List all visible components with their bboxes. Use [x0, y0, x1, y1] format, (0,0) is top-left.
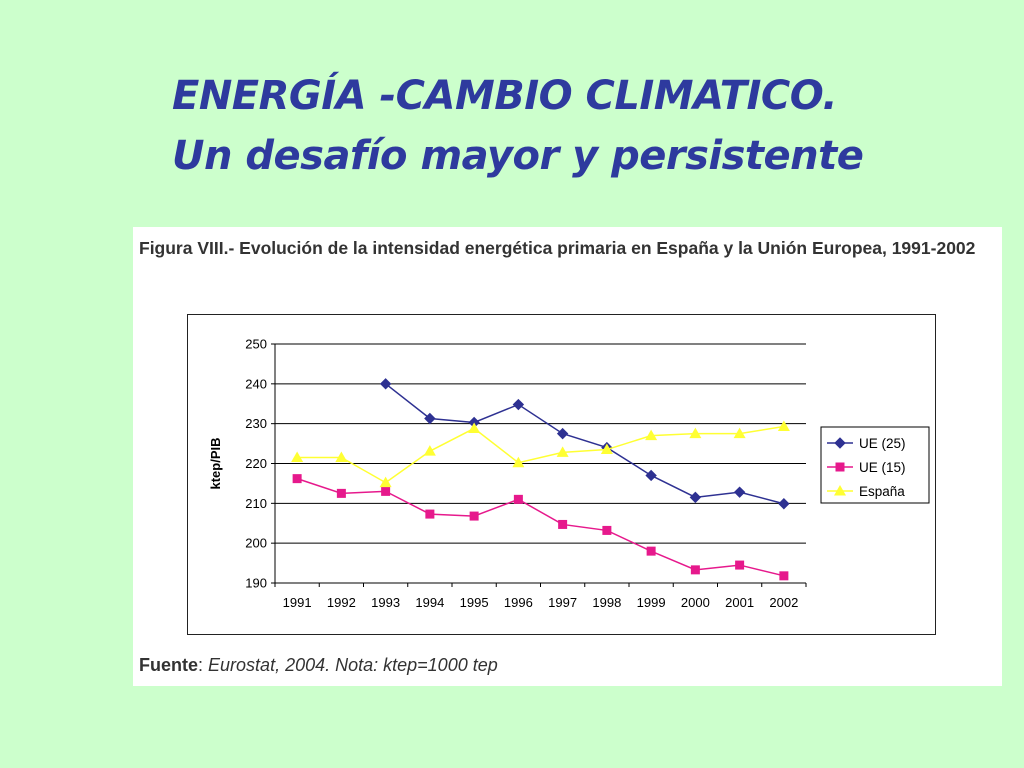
- legend-label-españa: España: [859, 484, 905, 499]
- x-tick-label-1998: 1998: [592, 595, 621, 610]
- point-españa-2000: [689, 427, 702, 439]
- y-tick-label-210: 210: [245, 496, 267, 511]
- point-ue-15-2002: [779, 571, 789, 581]
- point-españa-1997: [556, 446, 569, 457]
- figure-panel: Figura VIII.- Evolución de la intensidad…: [133, 227, 1002, 686]
- source-label: Fuente: [139, 655, 199, 675]
- point-españa-2001: [733, 427, 746, 439]
- point-ue-15-1994: [425, 509, 435, 519]
- point-ue-25-2002: [778, 498, 790, 510]
- point-ue-15-1998: [602, 525, 612, 535]
- point-ue-15-1997: [558, 519, 568, 529]
- x-tick-label-1993: 1993: [371, 595, 400, 610]
- point-españa-1999: [645, 429, 658, 441]
- y-tick-label-250: 250: [245, 337, 267, 352]
- point-ue-15-2001: [735, 560, 745, 570]
- x-tick-label-1997: 1997: [548, 595, 577, 610]
- point-españa-2002: [777, 420, 790, 431]
- point-ue-15-1992: [336, 488, 346, 498]
- point-españa-1992: [335, 451, 348, 463]
- point-españa-1996: [512, 456, 525, 468]
- y-tick-label-190: 190: [245, 576, 267, 591]
- y-tick-label-240: 240: [245, 376, 267, 391]
- source-text: Eurostat, 2004. Nota: ktep=1000 tep: [208, 655, 498, 675]
- point-ue-25-1999: [645, 469, 657, 482]
- legend-label-ue-25: UE (25): [859, 436, 906, 451]
- point-ue-15-1995: [469, 511, 479, 521]
- point-ue-25-1997: [556, 427, 569, 440]
- point-españa-1993: [379, 476, 392, 488]
- point-ue-15-2000: [690, 565, 700, 575]
- slide-title-line1: ENERGÍA -CAMBIO CLIMATICO.: [172, 73, 838, 119]
- chart-frame: 190 200 210 220 230 240 250 1991 1992 1993 1994 199…: [187, 314, 936, 635]
- x-tick-label-2002: 2002: [769, 595, 798, 610]
- figure-caption: Figura VIII.- Evolución de la intensidad…: [139, 235, 989, 261]
- point-ue-25-1993: [379, 378, 392, 390]
- y-axis-title: ktep/PIB: [208, 437, 223, 489]
- legend-marker-españa: [834, 485, 846, 496]
- x-tick-label-1996: 1996: [504, 595, 533, 610]
- point-ue-15-1991: [292, 474, 302, 484]
- slide-title: ENERGÍA -CAMBIO CLIMATICO. Un desafío ma…: [172, 66, 864, 186]
- legend-marker-ue-15: [835, 462, 845, 472]
- point-españa-1994: [423, 445, 436, 456]
- slide-title-line2: Un desafío mayor y persistente: [172, 133, 864, 179]
- point-ue-25-1994: [424, 412, 436, 425]
- point-ue-25-2001: [733, 486, 746, 498]
- line-chart: 190 200 210 220 230 240 250 1991 1992 1993 1994 199…: [208, 337, 930, 610]
- legend-marker-ue-25: [834, 437, 846, 449]
- point-ue-25-2000: [689, 491, 702, 504]
- point-españa-1995: [468, 422, 481, 433]
- series-line-españa: [297, 425, 784, 484]
- x-tick-label-1999: 1999: [637, 595, 666, 610]
- legend-label-ue-15: UE (15): [859, 460, 906, 475]
- x-tick-label-2000: 2000: [681, 595, 710, 610]
- point-españa-1998: [600, 443, 613, 455]
- y-tick-label-230: 230: [245, 416, 267, 431]
- point-ue-15-1993: [381, 486, 391, 496]
- y-tick-label-200: 200: [245, 536, 267, 551]
- source-separator: :: [198, 655, 209, 675]
- point-ue-15-1999: [646, 546, 656, 556]
- x-tick-label-1994: 1994: [415, 595, 444, 610]
- figure-caption-prefix: Figura VIII: [139, 238, 224, 258]
- x-tick-label-1995: 1995: [460, 595, 489, 610]
- point-españa-1991: [291, 451, 304, 463]
- x-tick-label-1991: 1991: [283, 595, 312, 610]
- y-tick-label-220: 220: [245, 456, 267, 471]
- x-tick-label-1992: 1992: [327, 595, 356, 610]
- figure-caption-text: .- Evolución de la intensidad energética…: [223, 238, 976, 258]
- series-line-ue-25: [385, 383, 785, 505]
- point-ue-15-1996: [513, 494, 523, 504]
- source-note: Fuente: Eurostat, 2004. Nota: ktep=1000 …: [139, 655, 498, 676]
- series-line-ue-15: [296, 477, 785, 577]
- x-tick-label-2001: 2001: [725, 595, 754, 610]
- point-ue-25-1996: [512, 398, 525, 411]
